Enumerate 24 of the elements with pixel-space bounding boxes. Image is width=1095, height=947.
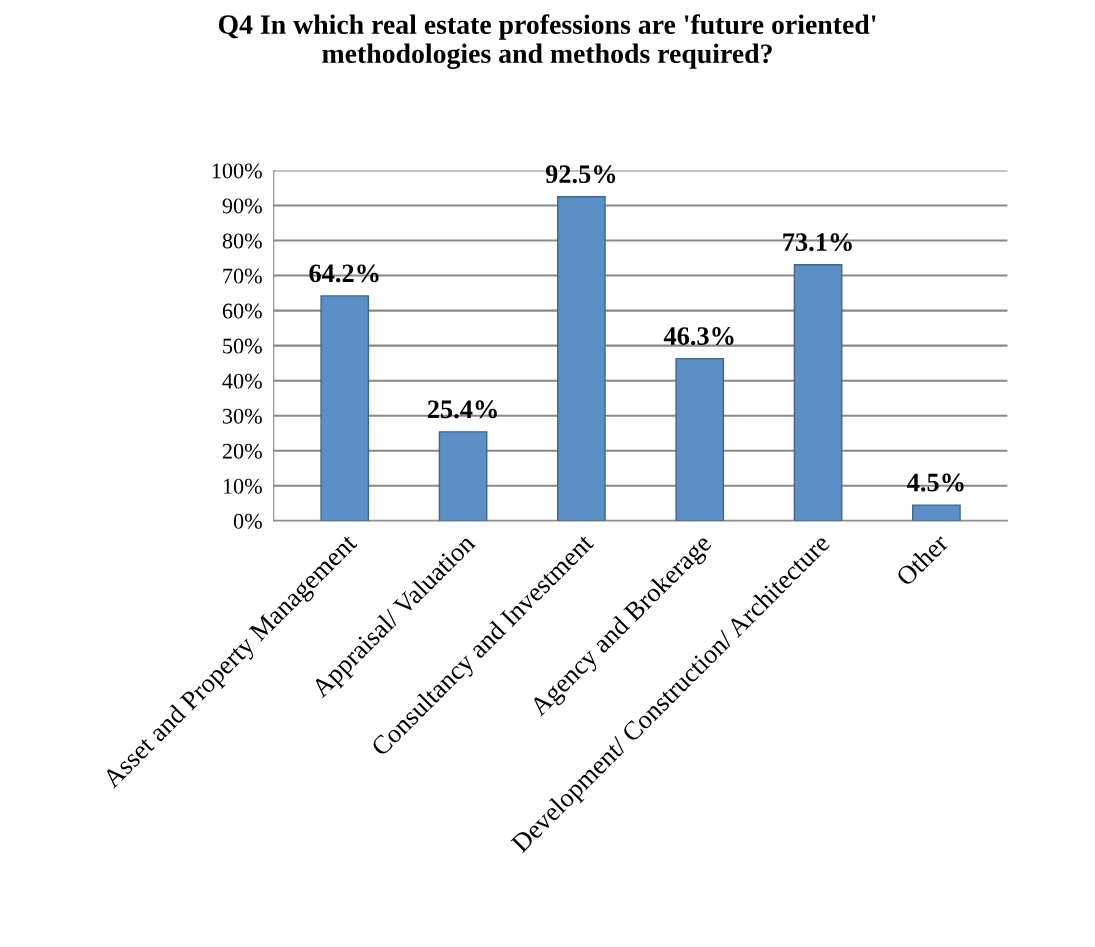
bar bbox=[675, 357, 725, 521]
y-tick-label: 20% bbox=[222, 443, 262, 459]
y-tick-label: 100% bbox=[212, 163, 262, 179]
bar bbox=[912, 504, 961, 521]
bar bbox=[557, 196, 606, 521]
y-tick-label: 90% bbox=[222, 198, 262, 214]
data-label: 64.2% bbox=[309, 264, 379, 283]
y-tick-label: 70% bbox=[223, 268, 262, 284]
y-tick-label: 50% bbox=[223, 338, 262, 354]
chart-title: Q4 In which real estate professions are 'future oriented' methodologies and methods required? bbox=[218, 14, 876, 69]
bar bbox=[438, 431, 488, 521]
y-tick-label: 0% bbox=[233, 513, 262, 529]
data-label: 4.5% bbox=[907, 473, 964, 492]
data-label: 92.5% bbox=[545, 165, 616, 184]
y-tick-label: 80% bbox=[222, 233, 262, 249]
data-label: 73.1% bbox=[783, 233, 852, 252]
y-tick-label: 30% bbox=[222, 408, 262, 424]
y-tick-label: 40% bbox=[222, 373, 262, 389]
y-tick-label: 10% bbox=[223, 478, 262, 494]
y-tick-label: 60% bbox=[222, 303, 262, 319]
data-label: 25.4% bbox=[427, 400, 497, 419]
bar bbox=[320, 295, 370, 521]
bar bbox=[793, 264, 843, 521]
data-label: 46.3% bbox=[663, 327, 734, 346]
